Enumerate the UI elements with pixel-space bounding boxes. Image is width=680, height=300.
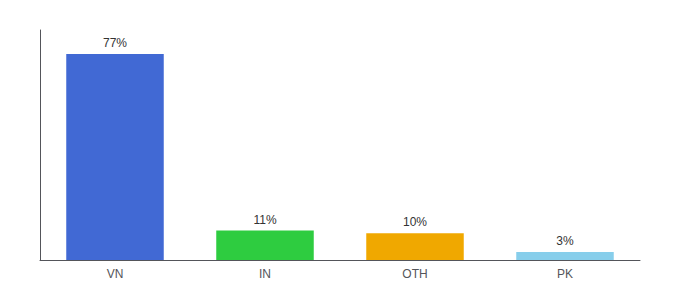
svg-text:11%: 11% bbox=[253, 213, 276, 227]
svg-text:VN: VN bbox=[107, 267, 124, 281]
svg-text:77%: 77% bbox=[103, 36, 127, 50]
svg-text:IN: IN bbox=[259, 267, 271, 281]
svg-text:PK: PK bbox=[557, 267, 573, 281]
svg-text:3%: 3% bbox=[556, 234, 574, 248]
svg-text:10%: 10% bbox=[403, 215, 427, 229]
svg-text:OTH: OTH bbox=[402, 267, 427, 281]
